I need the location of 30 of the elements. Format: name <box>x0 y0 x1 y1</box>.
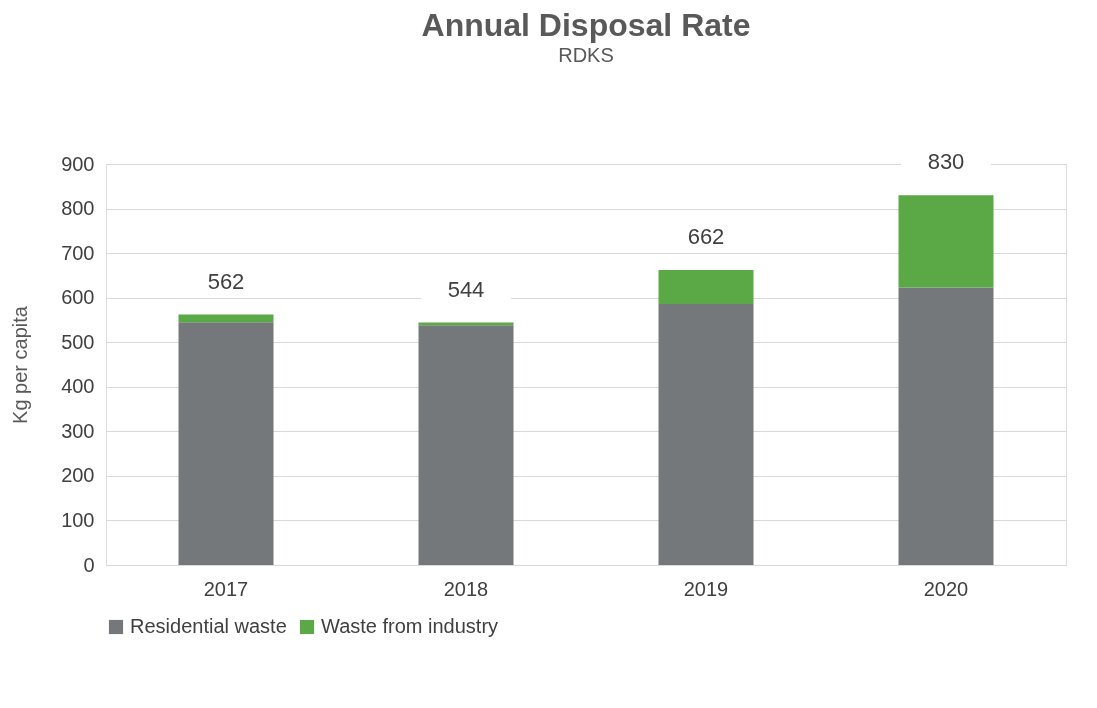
x-tick-label: 2019 <box>683 577 729 600</box>
y-tick-label: 100 <box>61 508 95 531</box>
y-tick-label: 0 <box>83 553 95 576</box>
y-tick-label: 600 <box>61 286 95 309</box>
x-tick-label: 2018 <box>443 577 489 600</box>
x-tick-label: 2017 <box>203 577 249 600</box>
bar <box>178 314 274 323</box>
total-label: 662 <box>687 224 725 250</box>
chart-title: Annual Disposal Rate <box>421 7 751 44</box>
y-tick-label: 700 <box>61 241 95 264</box>
bar <box>418 325 514 565</box>
y-tick-label: 400 <box>61 375 95 398</box>
chart-subtitle: RDKS <box>558 44 614 67</box>
bar <box>178 322 274 565</box>
total-label: 544 <box>447 276 485 302</box>
bar <box>898 287 994 565</box>
total-label: 562 <box>207 268 245 294</box>
total-label: 830 <box>927 149 965 175</box>
y-tick-label: 900 <box>61 152 95 175</box>
y-tick-label: 200 <box>61 464 95 487</box>
x-tick-label: 2020 <box>923 577 969 600</box>
legend-label: Waste from industry <box>321 615 499 637</box>
y-axis-title: Kg per capita <box>9 305 32 424</box>
bar <box>658 270 754 304</box>
bar <box>658 303 754 565</box>
y-tick-label: 800 <box>61 197 95 220</box>
legend-label: Residential waste <box>130 615 287 637</box>
bar <box>898 195 994 288</box>
y-tick-label: 500 <box>61 330 95 353</box>
y-tick-label: 300 <box>61 419 95 442</box>
